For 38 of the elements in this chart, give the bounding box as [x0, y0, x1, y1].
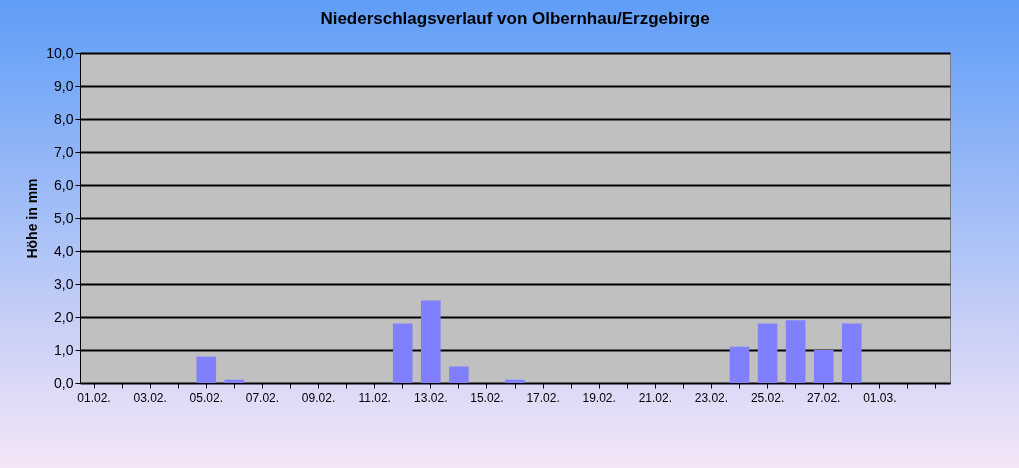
y-tick-label: 1,0	[54, 341, 74, 358]
x-tick-label: 25.02.	[750, 390, 785, 405]
y-tick-label: 4,0	[54, 242, 74, 259]
y-tick-label: 5,0	[54, 209, 74, 226]
chart-title: Niederschlagsverlauf von Olbernhau/Erzgebirge	[320, 9, 710, 28]
bar	[505, 379, 525, 383]
x-tick-label: 09.02.	[301, 390, 336, 405]
y-tick-label: 8,0	[54, 110, 74, 127]
bar	[449, 366, 469, 383]
bar	[813, 350, 834, 383]
x-tick-label: 27.02.	[807, 390, 841, 405]
x-tick-label: 23.02.	[694, 390, 729, 405]
x-tick-label: 17.02.	[526, 390, 560, 405]
x-tick-label: 11.02.	[358, 390, 391, 405]
bar	[729, 346, 750, 383]
y-tick-label: 2,0	[54, 308, 74, 325]
x-tick-label: 03.02.	[133, 390, 167, 405]
x-tick-label: 13.02.	[414, 390, 448, 405]
bar	[757, 323, 778, 383]
x-tick-label: 05.02.	[189, 390, 223, 405]
y-tick-label: 10,0	[46, 44, 74, 61]
y-tick-label: 7,0	[54, 143, 74, 160]
x-tick-label: 07.02.	[245, 390, 280, 405]
bar	[841, 323, 862, 383]
y-tick-label: 0,0	[54, 374, 74, 391]
y-tick-label: 9,0	[54, 77, 74, 94]
bar	[392, 323, 413, 383]
y-axis-title: Höhe in mm	[24, 178, 41, 259]
x-tick-label: 15.02.	[470, 390, 504, 405]
bar	[420, 300, 441, 383]
x-tick-label: 21.02.	[638, 390, 673, 405]
bar	[196, 356, 217, 383]
x-tick-label: 19.02.	[582, 390, 616, 405]
y-tick-label: 3,0	[54, 275, 74, 292]
x-tick-label: 01.03.	[863, 390, 897, 405]
y-tick-label: 6,0	[54, 176, 74, 193]
x-tick-label: 01.02.	[77, 390, 111, 405]
bar	[785, 320, 806, 383]
